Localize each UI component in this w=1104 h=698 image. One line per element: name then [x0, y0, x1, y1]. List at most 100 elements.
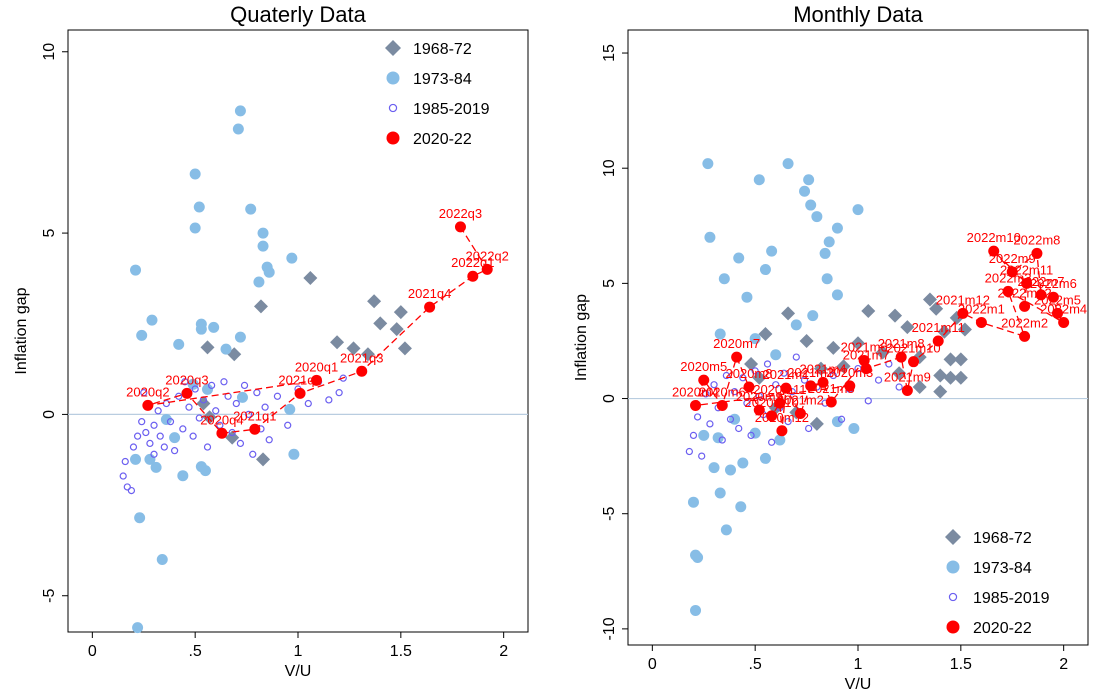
- open-circle-marker: [150, 421, 158, 429]
- point-label: 2021q3: [340, 350, 383, 365]
- open-circle-marker: [127, 486, 136, 495]
- open-circle-marker: [261, 403, 269, 411]
- circle-marker: [263, 266, 275, 278]
- circle-marker: [735, 501, 747, 513]
- circle-marker: [136, 329, 148, 341]
- open-circle-marker: [189, 432, 197, 440]
- open-circle-marker: [706, 420, 714, 428]
- circle-marker: [988, 245, 1000, 257]
- circle-marker: [714, 328, 726, 340]
- circle-marker: [1047, 291, 1059, 303]
- legend-label: 1985-2019: [413, 101, 490, 118]
- circle-marker: [356, 365, 368, 377]
- x-tick-label: .5: [748, 656, 761, 673]
- x-axis-title: V/U: [285, 663, 312, 680]
- point-label: 2021q4: [408, 286, 451, 301]
- circle-marker: [774, 397, 786, 409]
- diamond-marker: [373, 316, 388, 331]
- circle-marker: [729, 413, 741, 425]
- circle-marker: [774, 434, 786, 446]
- open-circle-marker: [743, 399, 751, 407]
- circle-marker: [294, 387, 306, 399]
- legend-marker: [388, 103, 398, 113]
- diamond-marker: [393, 305, 408, 320]
- y-tick-label: -5: [601, 506, 618, 520]
- circle-marker: [702, 158, 714, 170]
- circle-marker: [817, 376, 829, 388]
- open-circle-marker: [249, 450, 257, 458]
- open-circle-marker: [772, 381, 780, 389]
- open-circle-marker: [722, 371, 731, 380]
- x-tick-label: 1: [294, 643, 303, 660]
- open-circle-marker: [747, 431, 755, 440]
- circle-marker: [187, 378, 199, 390]
- open-circle-marker: [245, 410, 253, 419]
- y-tick-label: -10: [601, 617, 618, 640]
- open-circle-marker: [763, 360, 772, 368]
- open-circle-marker: [236, 439, 245, 448]
- open-circle-marker: [119, 472, 127, 480]
- circle-marker: [1002, 285, 1014, 297]
- circle-marker: [1019, 300, 1031, 312]
- open-circle-marker: [895, 383, 903, 391]
- legend-marker: [385, 40, 401, 56]
- circle-marker: [720, 524, 732, 536]
- point-label: 2022q3: [439, 206, 482, 221]
- open-circle-marker: [735, 424, 743, 433]
- point-label: 2022q2: [466, 248, 509, 263]
- circle-marker: [741, 291, 753, 303]
- open-circle-marker: [265, 436, 273, 444]
- diamond-marker: [809, 416, 824, 431]
- circle-marker: [690, 604, 702, 616]
- circle-marker: [150, 461, 162, 473]
- circle-marker: [698, 374, 710, 386]
- circle-marker: [714, 487, 726, 499]
- open-circle-marker: [121, 457, 129, 466]
- circle-marker: [901, 384, 913, 396]
- open-circle-marker: [207, 381, 216, 390]
- x-tick-label: 1.5: [390, 643, 412, 660]
- point-label: 2020m10: [745, 395, 799, 410]
- circle-marker: [831, 289, 843, 301]
- open-circle-marker: [138, 418, 146, 426]
- y-tick-label: -5: [41, 589, 58, 603]
- circle-marker: [811, 211, 823, 223]
- point-label: 2020q3: [165, 372, 208, 387]
- diamond-marker: [836, 359, 851, 374]
- open-circle-marker: [150, 450, 158, 458]
- circle-marker: [803, 174, 815, 186]
- circle-marker: [819, 247, 831, 259]
- circle-marker: [753, 404, 765, 416]
- y-tick-label: 5: [41, 229, 58, 238]
- circle-marker: [454, 221, 466, 233]
- diamond-marker: [933, 384, 948, 399]
- diamond-marker: [929, 301, 944, 316]
- circle-marker: [424, 301, 436, 313]
- circle-marker: [257, 227, 269, 239]
- circle-marker: [716, 399, 728, 411]
- open-circle-marker: [792, 353, 800, 361]
- diamond-marker: [225, 430, 240, 445]
- open-circle-marker: [232, 399, 240, 408]
- diamond-marker: [888, 308, 903, 323]
- point-label: 2022m11: [1000, 262, 1053, 277]
- circle-marker: [199, 465, 211, 477]
- point-label: 2022m6: [1030, 276, 1077, 291]
- x-tick-label: 1: [854, 656, 863, 673]
- circle-marker: [234, 105, 246, 117]
- legend-label: 1973-84: [413, 71, 472, 88]
- open-circle-marker: [156, 432, 164, 440]
- circle-marker: [692, 551, 704, 563]
- circle-marker: [1031, 247, 1043, 259]
- open-circle-marker: [195, 414, 203, 422]
- circle-marker: [189, 222, 201, 234]
- open-circle-marker: [780, 369, 788, 377]
- open-circle-marker: [751, 367, 759, 375]
- circle-marker: [1051, 307, 1063, 319]
- y-tick-label: 10: [41, 43, 58, 61]
- diamond-marker: [943, 352, 958, 367]
- diamond-marker: [943, 370, 958, 385]
- legend-marker: [946, 620, 960, 634]
- circle-marker: [799, 185, 811, 197]
- connecting-line: [694, 250, 1065, 431]
